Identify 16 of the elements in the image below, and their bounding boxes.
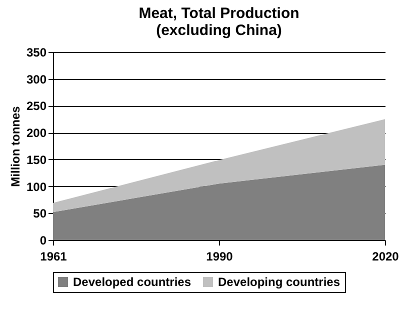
y-tick-label: 350 (26, 46, 47, 60)
y-tick-label: 0 (40, 234, 47, 248)
text: (excluding China) (156, 22, 282, 39)
x-tick-label: 2020 (372, 250, 400, 264)
y-tick-label: 250 (26, 99, 47, 114)
y-tick-label: 100 (26, 180, 47, 194)
text: Meat, Total Production (138, 5, 300, 22)
y-tick-label: 200 (26, 126, 47, 140)
y-tick-label: 150 (26, 152, 47, 167)
x-tick-label: 1961 (40, 250, 68, 264)
y-axis-title: Million tonnes (8, 106, 22, 187)
legend-label: Developed countries (73, 275, 192, 289)
legend-label: Developing countries (218, 275, 340, 289)
y-tick-label: 50 (33, 206, 47, 221)
y-tick-label: 300 (26, 72, 47, 86)
x-tick-label: 1990 (206, 250, 234, 264)
